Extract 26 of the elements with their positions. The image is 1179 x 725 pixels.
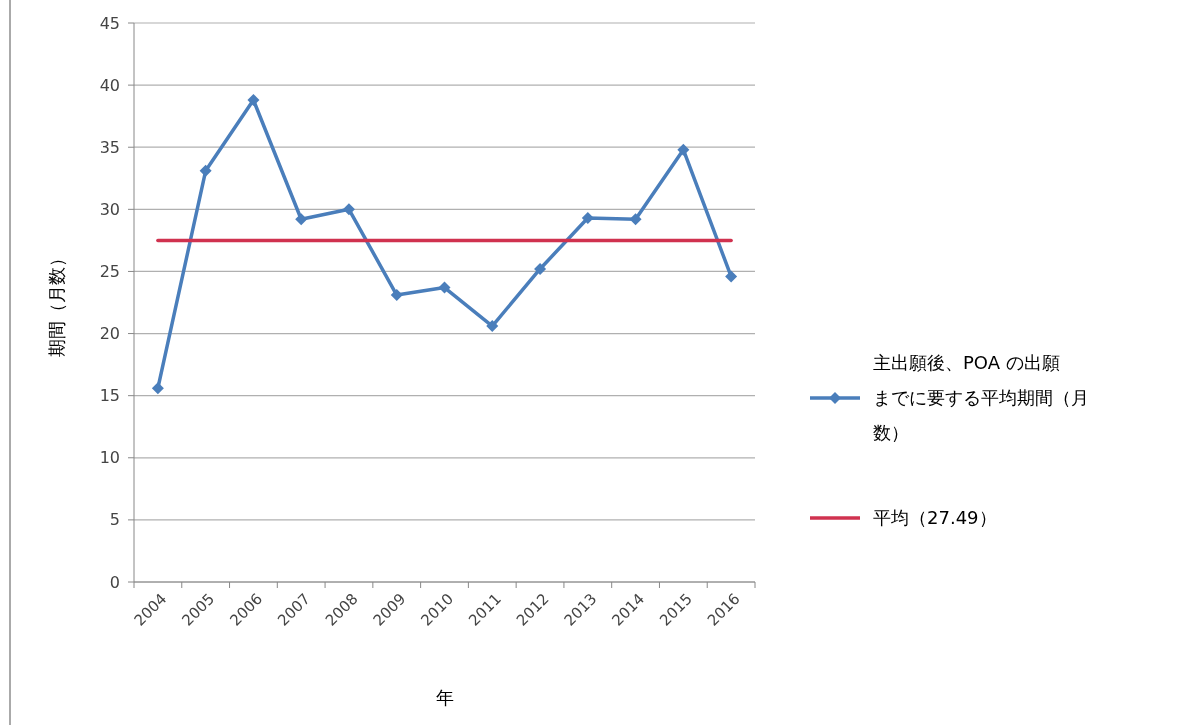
y-tick-label: 25 <box>99 262 120 282</box>
point <box>486 320 499 333</box>
point <box>725 270 738 283</box>
point <box>342 203 355 216</box>
y-tick-label: 5 <box>109 510 120 530</box>
point <box>581 212 594 225</box>
y-tick-label: 20 <box>99 324 120 344</box>
point <box>151 382 164 395</box>
point <box>677 143 690 156</box>
point <box>199 164 212 177</box>
legend-label: 平均（27.49） <box>873 507 997 529</box>
y-axis-title: 期間（月数） <box>46 248 68 357</box>
point <box>247 94 260 107</box>
y-tick-label: 35 <box>99 137 120 157</box>
y-tick-label: 15 <box>99 386 120 406</box>
point <box>295 213 308 226</box>
legend-label: 主出願後、POA の出願までに要する平均期間（月数） <box>873 352 1089 444</box>
y-tick-label: 45 <box>99 13 120 33</box>
y-tick-label: 40 <box>99 75 120 95</box>
point <box>534 262 547 275</box>
y-tick-label: 0 <box>109 572 120 592</box>
x-axis-title: 年 <box>435 687 454 708</box>
y-tick-label: 30 <box>99 199 120 219</box>
y-tick-label: 10 <box>99 448 120 468</box>
point <box>390 289 403 302</box>
point <box>438 281 451 294</box>
